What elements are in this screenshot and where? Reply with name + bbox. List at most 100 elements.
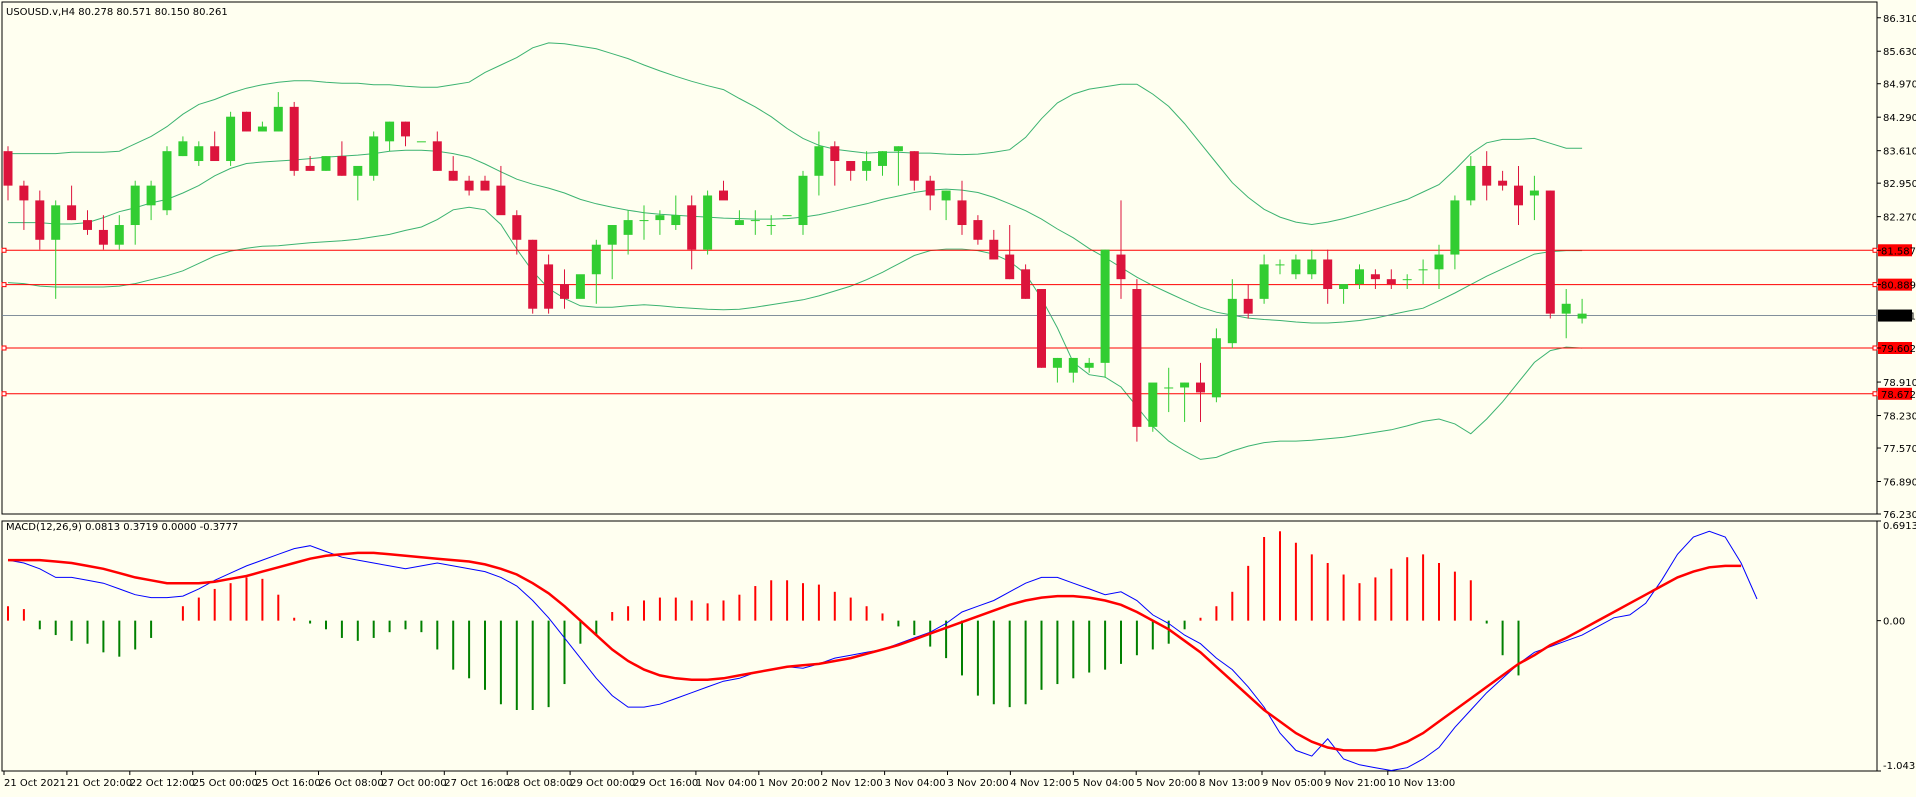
bullish-candle[interactable]: [1084, 362, 1094, 368]
bearish-candle[interactable]: [544, 264, 554, 309]
bearish-candle[interactable]: [1243, 298, 1253, 314]
bullish-candle[interactable]: [1180, 382, 1190, 388]
bearish-candle[interactable]: [35, 200, 45, 240]
bullish-candle[interactable]: [1402, 279, 1412, 281]
bullish-candle[interactable]: [130, 185, 140, 226]
bullish-candle[interactable]: [750, 220, 760, 222]
bearish-candle[interactable]: [1370, 274, 1380, 280]
bearish-candle[interactable]: [3, 151, 13, 186]
bearish-candle[interactable]: [1323, 259, 1333, 290]
bullish-candle[interactable]: [623, 220, 633, 235]
bullish-candle[interactable]: [353, 165, 363, 176]
bearish-candle[interactable]: [448, 170, 458, 181]
bullish-candle[interactable]: [1211, 338, 1221, 398]
bearish-candle[interactable]: [989, 239, 999, 260]
bearish-candle[interactable]: [67, 205, 77, 221]
bullish-candle[interactable]: [655, 215, 665, 221]
bearish-candle[interactable]: [242, 111, 251, 132]
bullish-candle[interactable]: [1100, 249, 1110, 363]
bearish-candle[interactable]: [830, 146, 840, 162]
bearish-candle[interactable]: [512, 215, 522, 240]
bullish-candle[interactable]: [1339, 284, 1349, 290]
bullish-candle[interactable]: [1307, 259, 1317, 275]
bearish-candle[interactable]: [401, 121, 410, 137]
bullish-candle[interactable]: [369, 136, 379, 176]
bullish-candle[interactable]: [798, 175, 808, 226]
level-handle-right[interactable]: [1872, 282, 1878, 288]
bearish-candle[interactable]: [98, 229, 108, 245]
bullish-candle[interactable]: [1418, 269, 1428, 271]
bullish-candle[interactable]: [1164, 387, 1174, 389]
bearish-candle[interactable]: [1482, 165, 1492, 186]
bearish-candle[interactable]: [1196, 382, 1205, 393]
bullish-candle[interactable]: [1148, 382, 1158, 427]
bearish-candle[interactable]: [687, 205, 697, 250]
bearish-candle[interactable]: [1037, 289, 1046, 368]
level-handle-right[interactable]: [1872, 345, 1878, 351]
bearish-candle[interactable]: [973, 220, 983, 240]
bullish-candle[interactable]: [878, 151, 887, 166]
bullish-candle[interactable]: [671, 215, 681, 226]
bullish-candle[interactable]: [226, 116, 236, 162]
price-pane[interactable]: [1, 1, 1878, 515]
bearish-candle[interactable]: [1545, 190, 1555, 314]
bullish-candle[interactable]: [575, 274, 585, 299]
level-handle-left[interactable]: [1, 391, 7, 397]
bearish-candle[interactable]: [432, 141, 442, 171]
bullish-candle[interactable]: [146, 185, 156, 206]
level-handle-left[interactable]: [1, 247, 7, 253]
bullish-candle[interactable]: [1450, 200, 1460, 255]
bullish-candle[interactable]: [814, 146, 824, 176]
bearish-candle[interactable]: [1514, 185, 1523, 206]
bullish-candle[interactable]: [1577, 313, 1587, 319]
bullish-candle[interactable]: [1275, 264, 1285, 266]
bullish-candle[interactable]: [734, 220, 744, 226]
level-handle-right[interactable]: [1872, 247, 1878, 253]
bearish-candle[interactable]: [909, 151, 919, 181]
bearish-candle[interactable]: [19, 185, 29, 201]
bullish-candle[interactable]: [1434, 254, 1444, 270]
bearish-candle[interactable]: [1132, 289, 1142, 427]
bearish-candle[interactable]: [1498, 180, 1508, 186]
bearish-candle[interactable]: [1386, 279, 1396, 285]
bullish-candle[interactable]: [1291, 259, 1301, 275]
bearish-candle[interactable]: [1116, 254, 1126, 280]
bullish-candle[interactable]: [1227, 298, 1237, 344]
bearish-candle[interactable]: [289, 106, 299, 171]
bearish-candle[interactable]: [1021, 269, 1031, 299]
level-handle-left[interactable]: [1, 345, 7, 351]
bearish-candle[interactable]: [925, 180, 935, 196]
bullish-candle[interactable]: [1466, 165, 1476, 201]
bullish-candle[interactable]: [1529, 190, 1539, 196]
bullish-candle[interactable]: [862, 161, 872, 171]
bearish-candle[interactable]: [560, 284, 569, 299]
bullish-candle[interactable]: [51, 205, 61, 240]
bullish-candle[interactable]: [273, 106, 283, 132]
bullish-candle[interactable]: [1068, 357, 1078, 373]
bullish-candle[interactable]: [639, 220, 649, 222]
bearish-candle[interactable]: [1005, 254, 1015, 280]
bullish-candle[interactable]: [114, 225, 124, 245]
bearish-candle[interactable]: [305, 165, 315, 171]
bullish-candle[interactable]: [257, 126, 267, 132]
bearish-candle[interactable]: [210, 146, 220, 162]
bullish-candle[interactable]: [782, 215, 792, 217]
bearish-candle[interactable]: [83, 220, 92, 230]
bullish-candle[interactable]: [941, 190, 951, 201]
level-handle-left[interactable]: [1, 282, 7, 288]
bearish-candle[interactable]: [846, 161, 856, 171]
bullish-candle[interactable]: [703, 195, 713, 250]
bearish-candle[interactable]: [957, 200, 967, 226]
bearish-candle[interactable]: [528, 239, 538, 309]
macd-pane[interactable]: [1, 520, 1878, 772]
bullish-candle[interactable]: [1259, 264, 1269, 299]
bullish-candle[interactable]: [893, 146, 903, 152]
bullish-candle[interactable]: [1052, 357, 1062, 368]
bullish-candle[interactable]: [385, 121, 395, 142]
bullish-candle[interactable]: [162, 151, 172, 211]
bearish-candle[interactable]: [337, 156, 347, 176]
bearish-candle[interactable]: [719, 190, 728, 201]
bullish-candle[interactable]: [766, 225, 776, 227]
